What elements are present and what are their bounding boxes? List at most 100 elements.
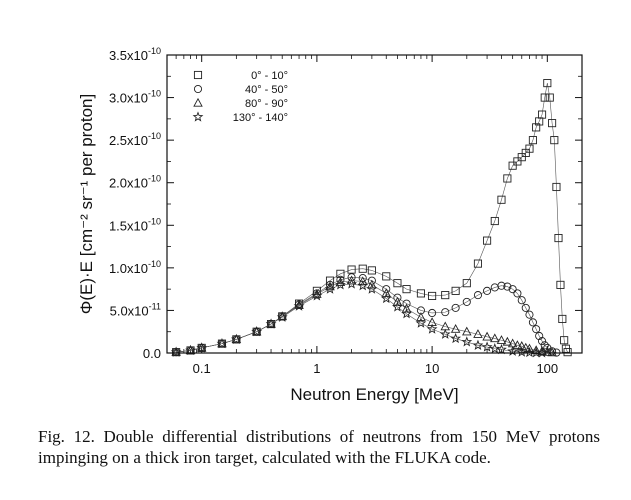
plot-frame: [166, 54, 583, 354]
data-point: [347, 265, 356, 274]
data-point: [441, 308, 450, 317]
data-point: [366, 283, 378, 294]
tick-labels: 0.1 1 10 100 0.0 5.0x10-11 1.0x10-10 1.5x10-10 2…: [109, 46, 558, 376]
data-point: [508, 161, 517, 170]
data-point: [367, 279, 377, 289]
legend-marker-square: [193, 70, 203, 80]
series-line: [176, 83, 568, 353]
y-tick-label: 2.0x10-10: [109, 174, 161, 191]
legend-marker-star: [192, 111, 204, 122]
data-point: [402, 299, 411, 308]
data-point: [251, 326, 263, 337]
data-point: [545, 93, 554, 102]
y-tick-label: 3.0x10-10: [109, 89, 161, 106]
data-point: [513, 157, 522, 166]
data-point: [540, 93, 549, 102]
data-point: [532, 325, 541, 334]
data-point: [481, 341, 493, 352]
data-point: [482, 331, 492, 341]
data-point: [416, 312, 426, 321]
data-point: [517, 341, 527, 350]
data-point: [512, 340, 523, 349]
data-point: [346, 278, 357, 289]
data-point: [547, 347, 557, 357]
data-point: [336, 275, 345, 284]
data-point: [428, 291, 437, 301]
data-point: [536, 347, 548, 358]
data-point: [537, 110, 547, 119]
data-point: [451, 303, 460, 312]
data-point: [381, 288, 392, 298]
y-axis-title: Φ(E)·E [cm⁻² sr⁻¹ per proton]: [77, 94, 96, 314]
data-point: [462, 279, 471, 288]
data-point: [170, 346, 182, 357]
data-point: [293, 300, 305, 311]
data-point: [516, 346, 528, 357]
legend-marker-triangle: [193, 97, 203, 107]
data-point: [357, 276, 368, 286]
series-triangle: [171, 275, 557, 357]
data-point: [483, 286, 492, 295]
chart: 0.1 1 10 100 0.0 5.0x10-11 1.0x10-10 1.5x10-10 2…: [77, 46, 583, 404]
data-point: [560, 336, 569, 345]
series-star: [170, 278, 548, 358]
legend-label: 130° - 140°: [233, 112, 288, 124]
data-point: [416, 306, 425, 315]
legend-label: 40° - 50°: [245, 84, 288, 96]
data-point: [426, 323, 438, 334]
x-tick-label: 10: [425, 361, 439, 376]
data-point: [441, 291, 450, 300]
data-point: [401, 308, 412, 319]
y-tick-label: 0.0: [143, 346, 161, 361]
data-point: [266, 318, 276, 328]
data-point: [380, 292, 392, 304]
y-tick-label: 1.5x10-10: [109, 216, 161, 233]
data-point: [524, 343, 535, 353]
data-point: [532, 123, 541, 132]
legend-label: 80° - 90°: [245, 98, 288, 110]
data-point: [357, 280, 369, 291]
data-point: [552, 182, 561, 192]
data-point: [392, 301, 403, 312]
data-point: [415, 317, 427, 328]
data-point: [473, 329, 483, 338]
data-point: [483, 236, 492, 245]
data-point: [461, 336, 473, 347]
legend: 0° - 10° 40° - 50° 80° - 90° 130° - 140°: [192, 70, 288, 124]
data-point: [543, 79, 552, 88]
data-point: [525, 144, 534, 153]
data-point: [497, 195, 506, 204]
data-point: [216, 337, 228, 349]
data-point: [503, 282, 512, 291]
data-point: [528, 318, 537, 327]
data-point: [537, 337, 547, 346]
data-point: [265, 318, 277, 329]
data-point: [382, 285, 391, 294]
data-point: [496, 335, 507, 344]
data-point: [540, 341, 549, 350]
x-tick-label: 1: [313, 361, 320, 376]
legend-marker-circle: [193, 84, 203, 94]
x-tick-label: 0.1: [193, 361, 211, 376]
data-point: [502, 336, 513, 346]
data-point: [451, 286, 460, 295]
data-point: [382, 272, 391, 281]
data-point: [513, 289, 522, 298]
data-point: [311, 290, 323, 301]
data-point: [496, 343, 507, 355]
data-point: [508, 285, 517, 294]
data-point: [490, 216, 499, 226]
data-point: [525, 310, 534, 319]
data-point: [335, 279, 346, 290]
data-point: [402, 285, 411, 294]
data-point: [276, 311, 288, 322]
y-tick-label: 3.5x10-10: [109, 46, 161, 63]
data-point: [528, 136, 537, 145]
data-point: [450, 324, 461, 333]
data-point: [393, 279, 402, 288]
data-point: [392, 296, 403, 306]
axis-ticks: [166, 54, 583, 354]
data-point: [558, 314, 567, 323]
data-point: [472, 339, 484, 350]
data-point: [535, 331, 544, 341]
